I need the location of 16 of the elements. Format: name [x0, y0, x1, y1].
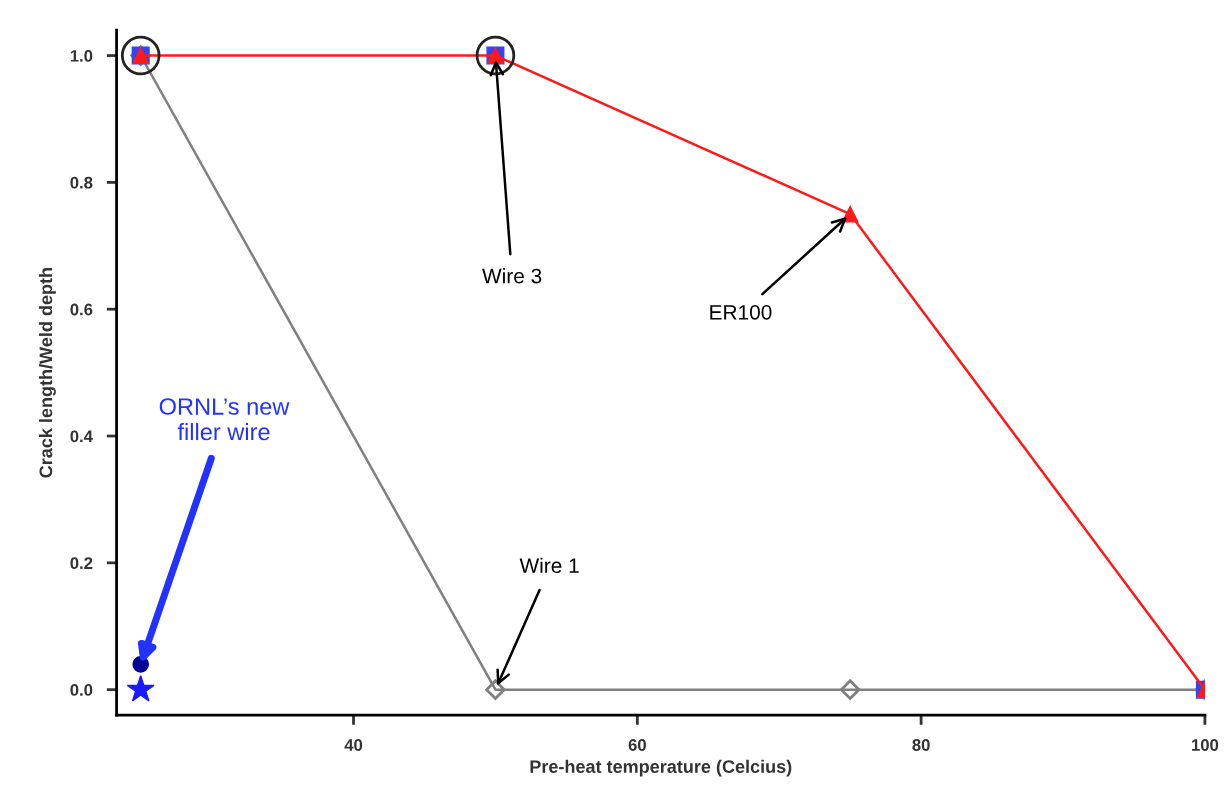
y-tick-label: 0.0 — [70, 684, 93, 696]
x-tick-label: 40 — [344, 739, 363, 751]
y-axis-title: Crack length/Weld depth — [38, 268, 56, 478]
y-tick-label: 0.8 — [70, 176, 93, 189]
annotation: ER100 — [710, 304, 772, 320]
x-tick-label: 100 — [1192, 739, 1219, 751]
y-tick-label: 0.4 — [70, 430, 93, 443]
x-tick-label: 80 — [912, 739, 930, 751]
x-tick-label: 60 — [628, 739, 646, 751]
x-axis-title: Pre-heat temperature (Celcius) — [530, 759, 792, 777]
annotation: Wire 3 — [482, 268, 542, 284]
y-tick-label: 1.0 — [70, 49, 93, 62]
y-tick-label: 0.2 — [70, 557, 93, 570]
y-tick-label: 0.6 — [70, 303, 93, 316]
annotation: ORNL’s new filler wire — [159, 398, 290, 441]
annotation: Wire 1 — [519, 557, 579, 574]
